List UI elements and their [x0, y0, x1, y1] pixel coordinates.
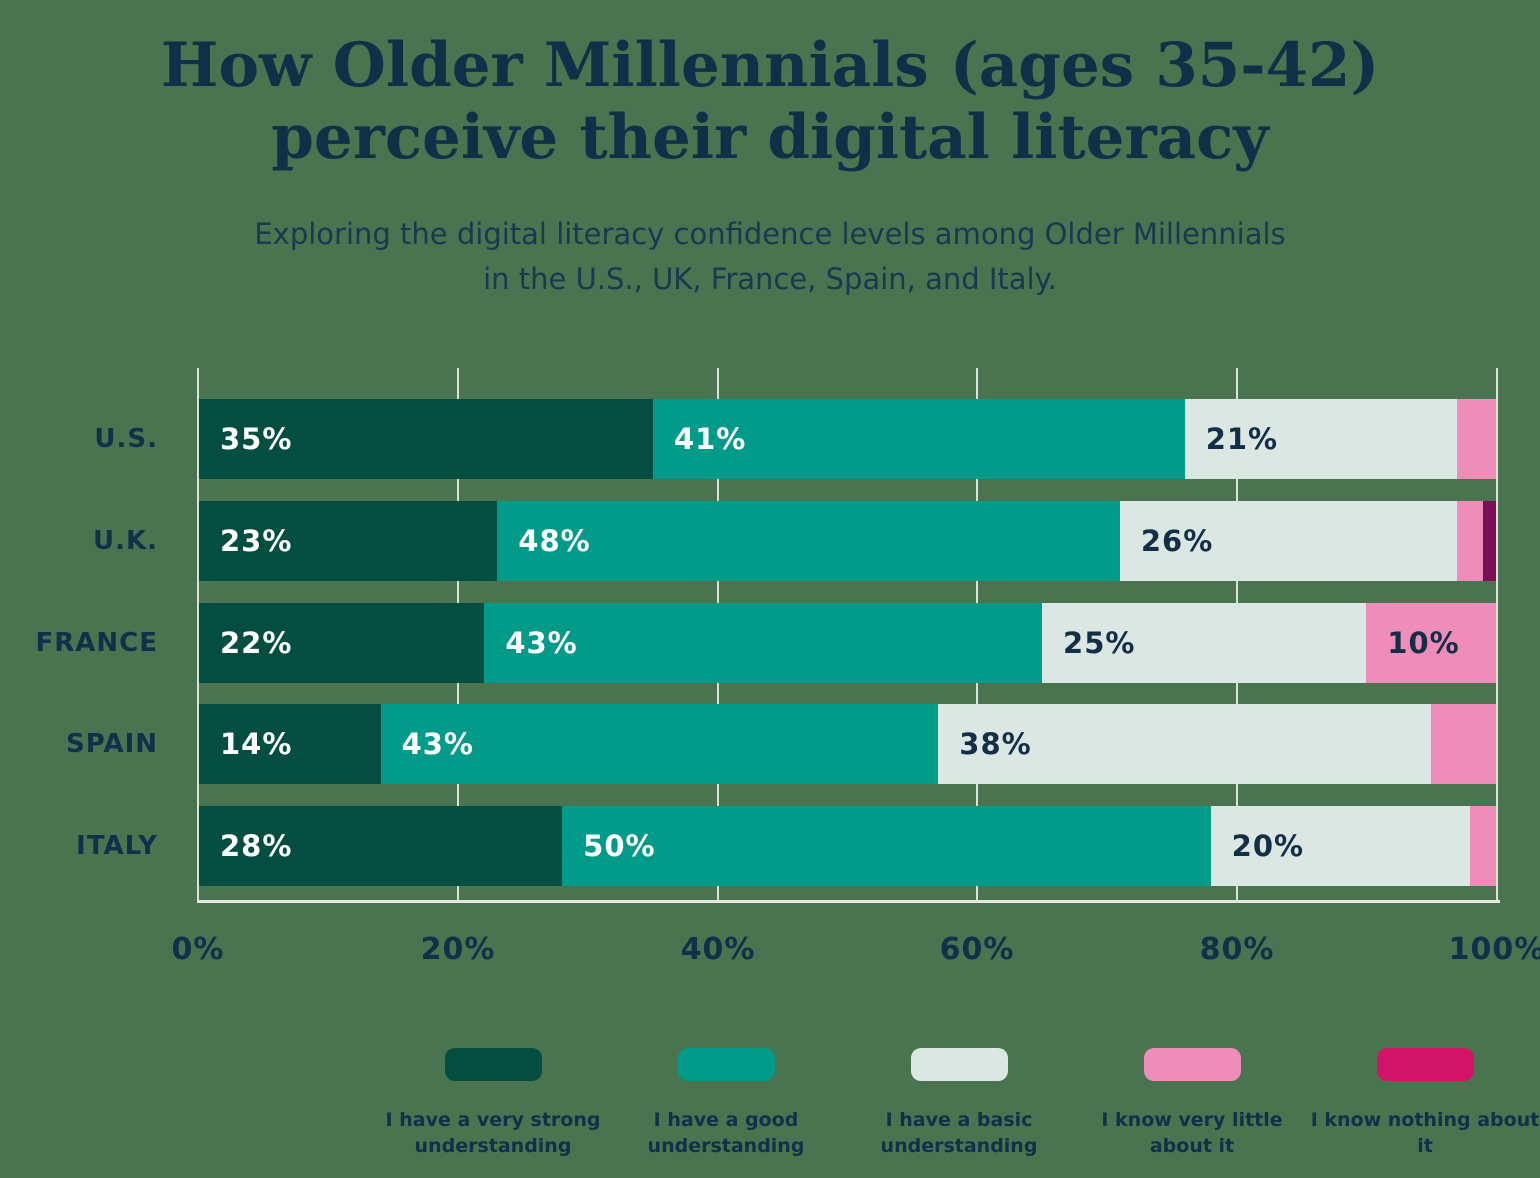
bar-value-label: 50% — [583, 829, 656, 863]
bar-row-italy: 28% 50% 20% — [199, 806, 1496, 886]
x-axis-line — [197, 900, 1500, 903]
category-label-italy: ITALY — [76, 831, 158, 861]
bar-value-label: 22% — [220, 626, 293, 660]
category-label-uk: U.K. — [92, 526, 158, 556]
chart-title-line2: perceive their digital literacy — [271, 102, 1269, 173]
chart-subtitle: Exploring the digital literacy confidenc… — [0, 212, 1540, 302]
chart-subtitle-line1: Exploring the digital literacy confidenc… — [254, 217, 1286, 251]
bar-row-france: 22% 43% 25% 10% — [199, 603, 1496, 683]
bar-segment: 26% — [1119, 501, 1458, 581]
bar-value-label: 20% — [1231, 829, 1305, 863]
x-axis-tick-label: 80% — [1199, 932, 1275, 967]
gridline — [1496, 368, 1498, 901]
category-label-spain: SPAIN — [66, 729, 158, 759]
bar-row-us: 35% 41% 21% — [199, 399, 1496, 479]
bar-segment: 38% — [938, 704, 1432, 784]
bar-segment: 48% — [497, 501, 1120, 581]
bar-value-label: 35% — [220, 422, 293, 456]
bar-segment — [1431, 704, 1496, 784]
bar-segment: 43% — [380, 704, 939, 784]
bar-segment: 43% — [484, 603, 1043, 683]
bar-segment — [1483, 501, 1496, 581]
x-axis-tick-label: 100% — [1448, 932, 1540, 967]
chart-title-line1: How Older Millennials (ages 35-42) — [160, 30, 1380, 101]
bar-value-label: 43% — [401, 727, 474, 761]
category-label-france: FRANCE — [35, 628, 158, 658]
bar-value-label: 14% — [220, 727, 293, 761]
gridline — [197, 368, 199, 901]
bar-value-label: 10% — [1387, 626, 1460, 660]
bar-value-label: 21% — [1205, 422, 1279, 456]
x-axis-tick-label: 20% — [420, 932, 496, 967]
bar-segment — [1470, 806, 1496, 886]
chart-subtitle-line2: in the U.S., UK, France, Spain, and Ital… — [483, 262, 1057, 296]
bar-segment: 50% — [562, 806, 1211, 886]
category-label-us: U.S. — [94, 424, 158, 454]
bar-value-label: 41% — [673, 422, 747, 456]
bar-segment — [1457, 399, 1496, 479]
bar-segment: 22% — [199, 603, 485, 683]
bar-segment: 20% — [1210, 806, 1471, 886]
bar-segment: 35% — [199, 399, 653, 479]
bar-value-label: 38% — [959, 727, 1032, 761]
bar-row-uk: 23% 48% 26% — [199, 501, 1496, 581]
x-axis-tick-label: 60% — [939, 932, 1015, 967]
bar-row-spain: 14% 43% 38% — [199, 704, 1496, 784]
bar-segment: 25% — [1042, 603, 1367, 683]
bar-value-label: 28% — [220, 829, 293, 863]
x-axis-tick-label: 0% — [171, 932, 225, 967]
bar-segment: 21% — [1184, 399, 1458, 479]
chart-title: How Older Millennials (ages 35-42) perce… — [0, 30, 1540, 174]
bar-value-label: 43% — [505, 626, 578, 660]
x-axis-tick-label: 40% — [680, 932, 756, 967]
bar-value-label: 48% — [518, 524, 591, 558]
bar-segment: 10% — [1366, 603, 1496, 683]
bar-value-label: 23% — [220, 524, 293, 558]
bar-value-label: 25% — [1063, 626, 1136, 660]
bar-segment: 23% — [199, 501, 498, 581]
bar-segment: 41% — [652, 399, 1185, 479]
bar-segment — [1457, 501, 1483, 581]
bar-segment: 28% — [199, 806, 563, 886]
bar-value-label: 26% — [1140, 524, 1214, 558]
bar-segment: 14% — [199, 704, 381, 784]
